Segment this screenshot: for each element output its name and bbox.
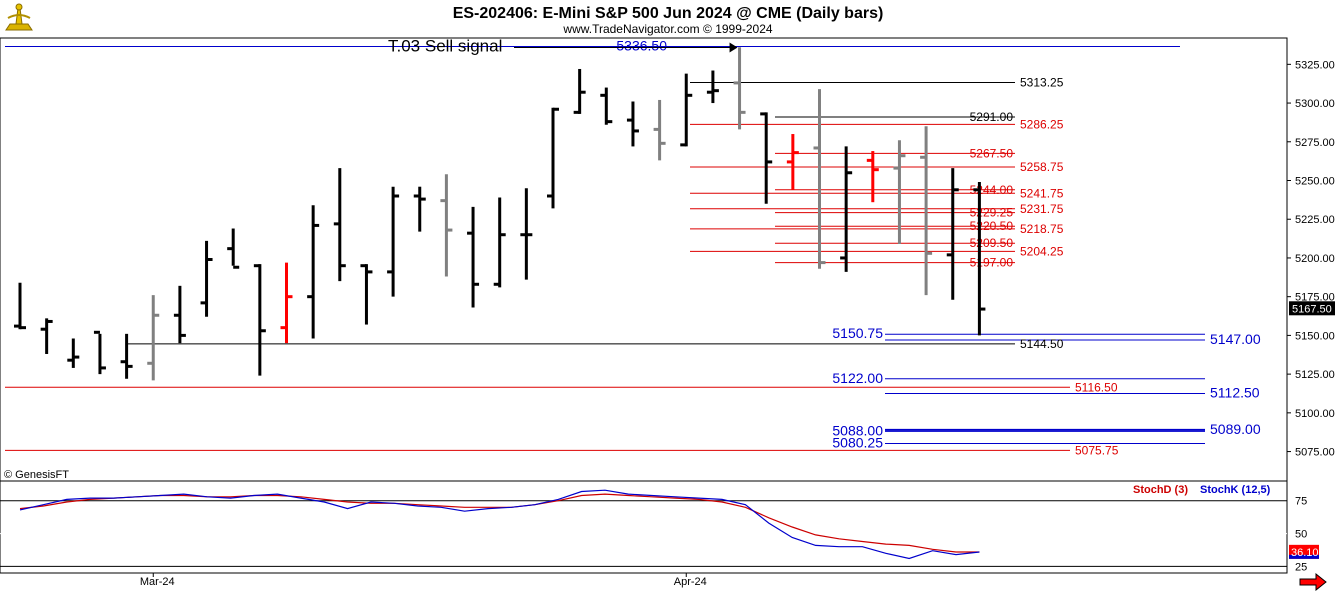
stoch-value-label: 36.10	[1291, 547, 1319, 559]
stoch-tick-label: 50	[1295, 529, 1307, 541]
stoch-value-tag-k	[1289, 554, 1319, 559]
chart-subtitle: www.TradeNavigator.com © 1999-2024	[562, 22, 772, 36]
level-label: 5209.50	[970, 236, 1014, 250]
stoch-tick-label: 75	[1295, 496, 1307, 508]
level-label: 5267.50	[970, 146, 1014, 160]
level-label: 5112.50	[1210, 384, 1260, 400]
level-label: 5258.75	[1020, 160, 1064, 174]
level-label: 5286.25	[1020, 117, 1064, 131]
level-label: 5241.75	[1020, 186, 1064, 200]
price-tick-label: 5275.00	[1295, 137, 1335, 149]
level-label: 5231.75	[1020, 202, 1064, 216]
date-tick-label: Apr-24	[674, 576, 707, 588]
level-label: 5291.00	[970, 110, 1014, 124]
price-tick-label: 5150.00	[1295, 330, 1335, 342]
level-label: 5080.25	[832, 434, 883, 450]
stoch-lines	[19, 489, 980, 560]
level-label: 5116.50	[1075, 380, 1118, 394]
arrow-head-icon	[729, 42, 738, 53]
level-label: 5229.25	[970, 206, 1014, 220]
level-label: 5197.00	[970, 256, 1014, 270]
level-label: 5147.00	[1210, 331, 1261, 347]
current-price-label: 5167.50	[1292, 303, 1332, 315]
price-tick-label: 5250.00	[1295, 176, 1335, 188]
level-label: 5144.50	[1020, 337, 1064, 351]
price-tick-label: 5175.00	[1295, 292, 1335, 304]
bull-logo-icon	[5, 3, 33, 31]
scroll-right-arrow-icon[interactable]	[1299, 572, 1327, 591]
level-label: 5220.50	[970, 219, 1014, 233]
sell-signal-label: T.03 Sell signal	[388, 37, 502, 56]
level-label: 5088.00	[832, 422, 883, 438]
chart-title: ES-202406: E-Mini S&P 500 Jun 2024 @ CME…	[453, 5, 884, 22]
level-label: 5089.00	[1210, 421, 1261, 437]
price-tick-label: 5325.00	[1295, 59, 1335, 71]
copyright-label: © GenesisFT	[4, 469, 69, 481]
price-levels: 5336.50 5313.25 5291.00 5286.25 5267.50 5258.…	[5, 38, 1261, 457]
current-price-tag	[1289, 301, 1335, 316]
stoch-series-line	[19, 493, 980, 553]
legend-stochd: StochD (3)	[1133, 484, 1188, 496]
price-bars	[14, 47, 986, 381]
level-label: 5218.75	[1020, 222, 1064, 236]
sell-signal-annotation: T.03 Sell signal	[388, 37, 738, 56]
price-panel-frame	[0, 37, 1288, 482]
stoch-series-line	[19, 489, 980, 560]
legend-stochk: StochK (12,5)	[1200, 484, 1271, 496]
price-tick-label: 5100.00	[1295, 408, 1335, 420]
date-axis: Mar-24 Apr-24	[140, 573, 707, 588]
price-axis: 5075.00 5100.00 5125.00 5150.00 5175.00 5200.…	[1287, 59, 1335, 459]
level-label: 5313.25	[1020, 76, 1064, 90]
level-label: 5336.50	[616, 38, 667, 54]
level-label: 5204.25	[1020, 244, 1064, 258]
date-tick-label: Mar-24	[140, 576, 175, 588]
price-tick-label: 5075.00	[1295, 447, 1335, 459]
price-tick-label: 5125.00	[1295, 369, 1335, 381]
stoch-axis: 25 50 75 StochD (3) StochK (12,5) 36.10	[0, 484, 1319, 573]
level-label: 5150.75	[832, 325, 883, 341]
price-tick-label: 5300.00	[1295, 98, 1335, 110]
level-label: 5075.75	[1075, 443, 1119, 457]
price-tick-label: 5225.00	[1295, 214, 1335, 226]
price-tick-label: 5200.00	[1295, 253, 1335, 265]
stoch-tick-label: 25	[1295, 561, 1307, 573]
level-label: 5122.00	[832, 370, 883, 386]
stoch-panel-frame	[0, 480, 1288, 574]
